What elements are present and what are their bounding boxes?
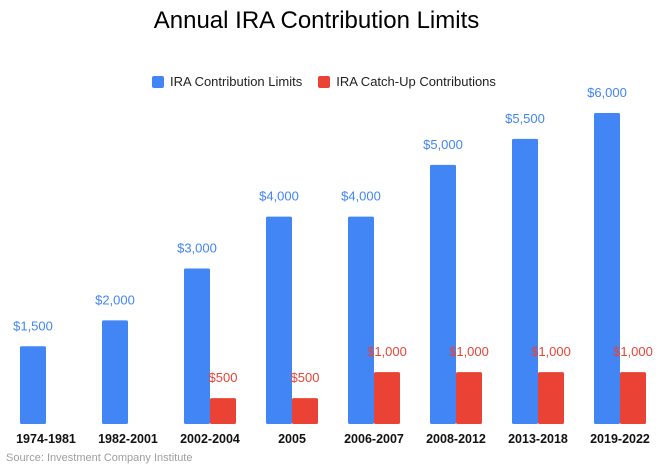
legend-item-contribution-limits: IRA Contribution Limits [152, 74, 302, 89]
x-tick-label-2008-2012: 2008-2012 [426, 432, 486, 446]
bar-catch-up-2002-2004 [210, 398, 236, 424]
x-tick-label-1974-1981: 1974-1981 [16, 432, 76, 446]
bar-limit-1982-2001 [102, 320, 128, 424]
bar-catch-up-2008-2012 [456, 372, 482, 424]
x-tick-label-2019-2022: 2019-2022 [590, 432, 650, 446]
bar-limit-1974-1981 [20, 346, 46, 424]
data-label-catch-up-2005: $500 [291, 370, 320, 385]
chart-title: Annual IRA Contribution Limits [153, 7, 480, 34]
data-label-limit-2019-2022: $6,000 [587, 85, 627, 100]
legend-swatch-contribution-limits [152, 75, 164, 88]
data-label-catch-up-2002-2004: $500 [209, 370, 238, 385]
bar-limit-2005 [266, 216, 292, 424]
data-label-limit-1974-1981: $1,500 [13, 318, 53, 333]
legend-swatch-catch-up-contributions [318, 75, 331, 88]
legend-label-catch-up-contributions: IRA Catch-Up Contributions [336, 74, 496, 89]
data-label-limit-1982-2001: $2,000 [95, 292, 135, 307]
bar-catch-up-2019-2022 [620, 372, 646, 424]
x-tick-label-2006-2007: 2006-2007 [344, 432, 404, 446]
x-tick-label-2013-2018: 2013-2018 [508, 432, 568, 446]
data-label-catch-up-2019-2022: $1,000 [613, 344, 653, 359]
bar-limit-2019-2022 [594, 113, 620, 424]
legend-item-catch-up-contributions: IRA Catch-Up Contributions [318, 74, 496, 89]
bar-catch-up-2005 [292, 398, 318, 424]
data-label-limit-2002-2004: $3,000 [177, 241, 217, 256]
bar-catch-up-2006-2007 [374, 372, 400, 424]
data-label-catch-up-2008-2012: $1,000 [449, 344, 489, 359]
x-tick-label-2005: 2005 [278, 432, 306, 446]
bar-limit-2013-2018 [512, 138, 538, 424]
source-note: Source: Investment Company Institute [6, 452, 193, 464]
bar-limit-2008-2012 [430, 164, 456, 425]
legend-label-contribution-limits: IRA Contribution Limits [170, 74, 303, 89]
data-label-catch-up-2013-2018: $1,000 [531, 344, 571, 359]
bar-catch-up-2013-2018 [538, 372, 564, 424]
bar-limit-2002-2004 [184, 268, 210, 424]
x-tick-label-2002-2004: 2002-2004 [180, 432, 240, 446]
legend: IRA Contribution Limits IRA Catch-Up Con… [152, 74, 512, 89]
bar-limit-2006-2007 [348, 216, 374, 424]
data-label-catch-up-2006-2007: $1,000 [367, 344, 407, 359]
x-tick-label-1982-2001: 1982-2001 [98, 432, 158, 446]
data-label-limit-2006-2007: $4,000 [341, 189, 381, 204]
data-label-limit-2008-2012: $5,000 [423, 137, 463, 152]
data-label-limit-2005: $4,000 [259, 189, 299, 204]
data-label-limit-2013-2018: $5,500 [505, 111, 545, 126]
